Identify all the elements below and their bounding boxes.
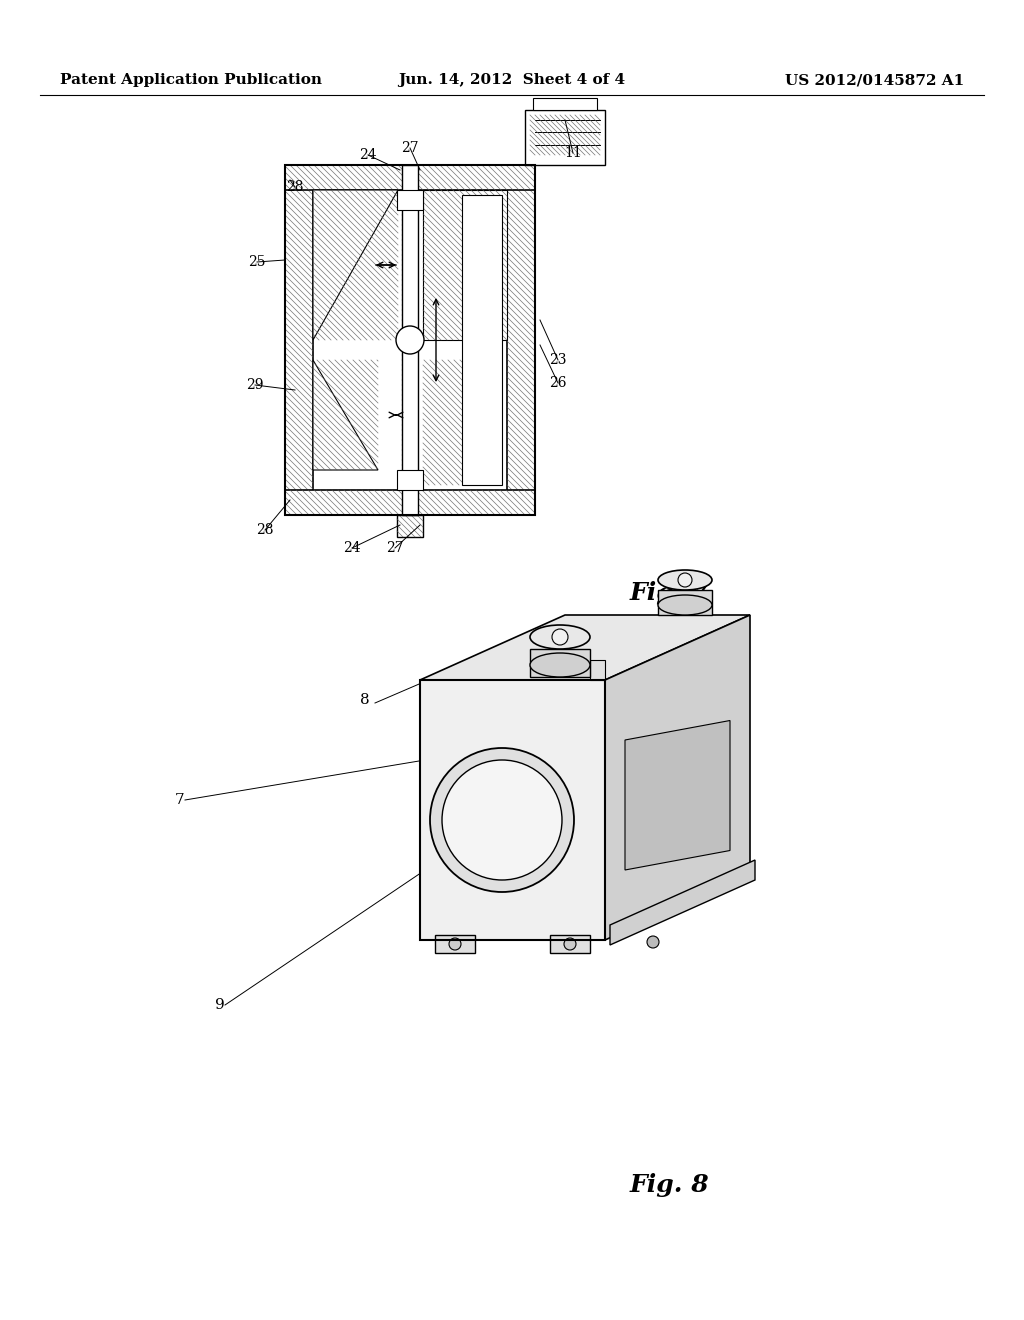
Text: 27: 27 bbox=[386, 541, 403, 554]
Bar bbox=[397, 515, 423, 537]
Bar bbox=[402, 165, 418, 515]
Polygon shape bbox=[625, 721, 730, 870]
Bar bbox=[285, 165, 535, 190]
Circle shape bbox=[552, 630, 568, 645]
Bar bbox=[435, 935, 475, 953]
Text: 27: 27 bbox=[401, 141, 419, 154]
Bar bbox=[525, 110, 605, 165]
Text: Fig. 8: Fig. 8 bbox=[630, 1173, 710, 1197]
Polygon shape bbox=[658, 590, 712, 615]
Ellipse shape bbox=[530, 653, 590, 677]
Polygon shape bbox=[420, 680, 605, 940]
Bar bbox=[590, 660, 605, 680]
Circle shape bbox=[449, 939, 461, 950]
Text: 29: 29 bbox=[246, 378, 264, 392]
Text: 28: 28 bbox=[256, 523, 273, 537]
Text: 8: 8 bbox=[360, 693, 370, 708]
Bar bbox=[507, 165, 535, 515]
Text: 7: 7 bbox=[175, 793, 184, 807]
Circle shape bbox=[396, 326, 424, 354]
Bar bbox=[285, 165, 313, 515]
Polygon shape bbox=[313, 190, 398, 341]
Ellipse shape bbox=[658, 570, 712, 590]
Text: Patent Application Publication: Patent Application Publication bbox=[60, 73, 322, 87]
Text: Fig. 7: Fig. 7 bbox=[630, 581, 710, 605]
Bar bbox=[397, 470, 423, 490]
Circle shape bbox=[647, 936, 659, 948]
Ellipse shape bbox=[658, 595, 712, 615]
Text: 24: 24 bbox=[359, 148, 377, 162]
Text: 25: 25 bbox=[248, 255, 266, 269]
Circle shape bbox=[430, 748, 574, 892]
Text: Jun. 14, 2012  Sheet 4 of 4: Jun. 14, 2012 Sheet 4 of 4 bbox=[398, 73, 626, 87]
Polygon shape bbox=[530, 649, 590, 677]
Bar bbox=[534, 98, 597, 110]
Polygon shape bbox=[610, 861, 755, 945]
Polygon shape bbox=[313, 360, 378, 470]
Circle shape bbox=[678, 573, 692, 587]
Bar bbox=[285, 490, 535, 515]
Text: 26: 26 bbox=[549, 376, 566, 389]
Polygon shape bbox=[605, 615, 750, 940]
Bar bbox=[397, 190, 423, 210]
Text: 9: 9 bbox=[215, 998, 224, 1012]
Bar bbox=[550, 935, 590, 953]
Polygon shape bbox=[420, 615, 750, 680]
Text: 28: 28 bbox=[287, 180, 304, 194]
Text: US 2012/0145872 A1: US 2012/0145872 A1 bbox=[784, 73, 964, 87]
Bar bbox=[462, 195, 502, 484]
Circle shape bbox=[442, 760, 562, 880]
Text: 11: 11 bbox=[564, 147, 582, 160]
Text: 23: 23 bbox=[549, 352, 566, 367]
Ellipse shape bbox=[530, 624, 590, 649]
Text: 24: 24 bbox=[343, 541, 360, 554]
Bar bbox=[285, 165, 535, 515]
Polygon shape bbox=[423, 190, 507, 341]
Circle shape bbox=[564, 939, 575, 950]
